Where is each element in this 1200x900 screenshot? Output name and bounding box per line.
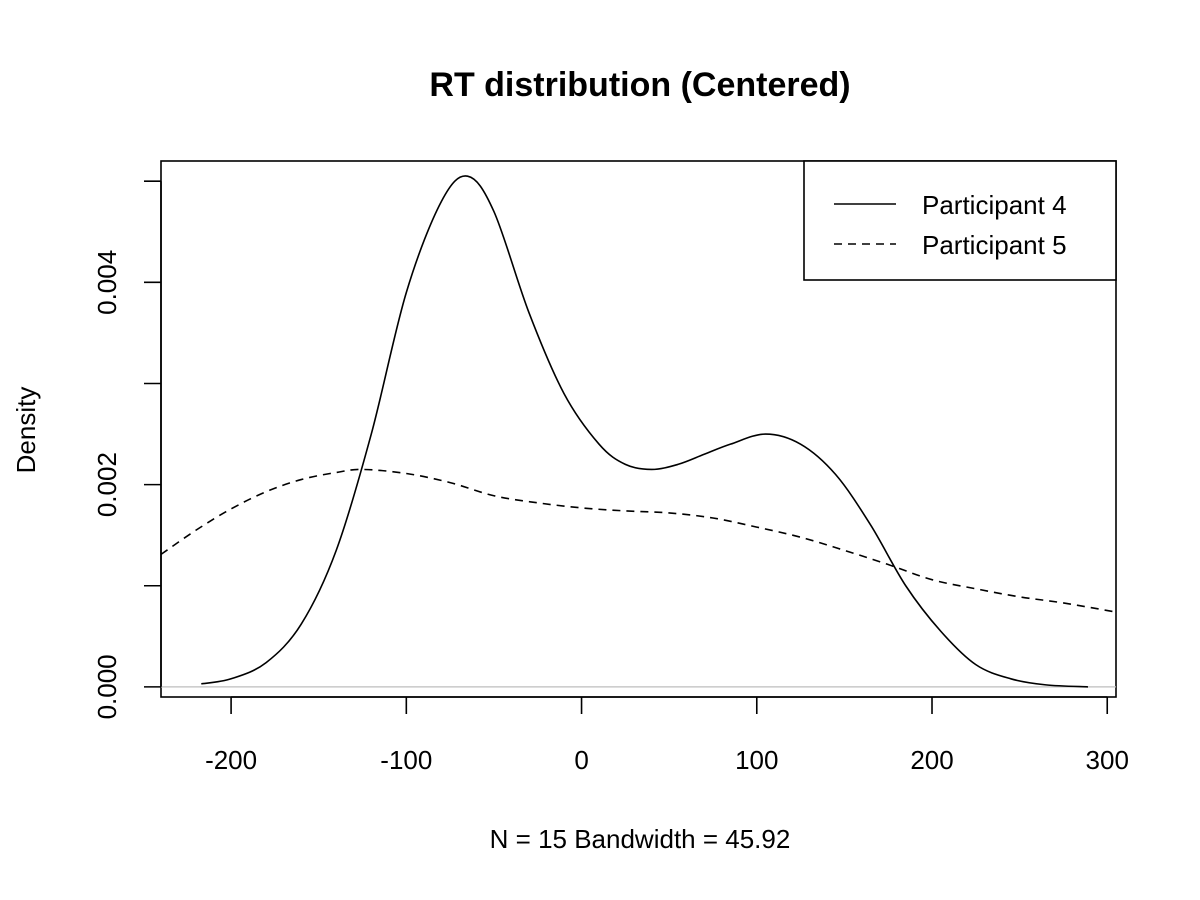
x-tick-label: 0 <box>574 745 588 775</box>
x-tick-label: -100 <box>380 745 432 775</box>
y-tick-label: 0.000 <box>92 654 122 719</box>
legend-label-participant-4: Participant 4 <box>922 190 1067 220</box>
x-tick-label: 300 <box>1086 745 1129 775</box>
y-axis: 0.000 0.002 0.004 <box>92 180 162 719</box>
series-line-participant-5 <box>160 468 1117 613</box>
legend-label-participant-5: Participant 5 <box>922 230 1067 260</box>
x-tick-label: -200 <box>205 745 257 775</box>
y-tick-label: 0.002 <box>92 452 122 517</box>
chart-title: RT distribution (Centered) <box>429 66 850 104</box>
x-axis-label: N = 15 Bandwidth = 45.92 <box>490 824 791 854</box>
x-tick-label: 100 <box>735 745 778 775</box>
x-axis: -200 -100 0 100 200 300 <box>205 696 1129 775</box>
y-tick-label: 0.004 <box>92 250 122 315</box>
y-axis-label: Density <box>11 387 41 474</box>
x-tick-label: 200 <box>910 745 953 775</box>
legend-box <box>803 160 1117 281</box>
legend: Participant 4 Participant 5 <box>803 160 1117 281</box>
series-line-participant-4 <box>201 175 1088 688</box>
